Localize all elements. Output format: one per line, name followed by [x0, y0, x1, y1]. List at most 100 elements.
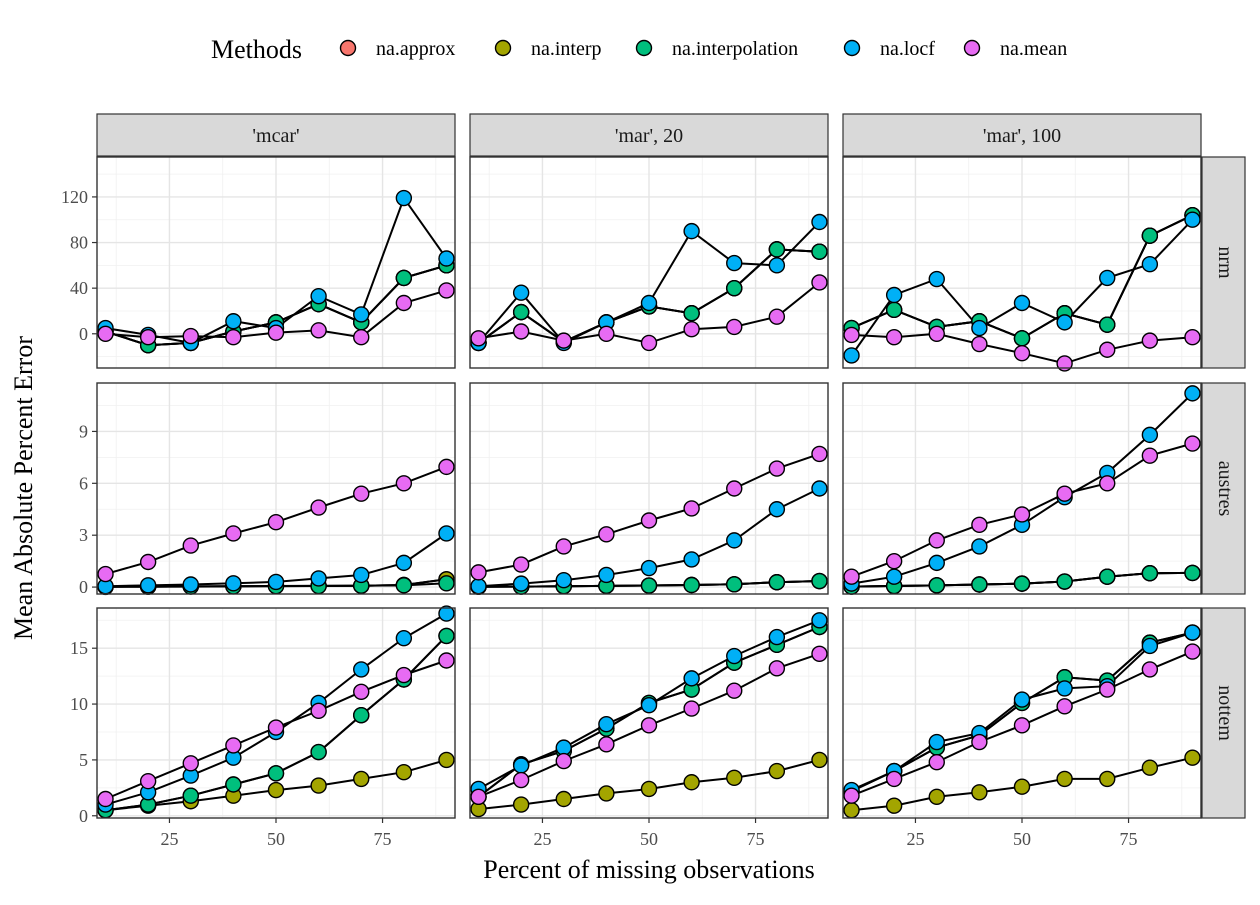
- y-tick-label: 6: [79, 473, 88, 493]
- data-point-na-interp: [640, 780, 658, 798]
- data-point-na-locf: [640, 696, 658, 714]
- strip-col-label: 'mar', 100: [983, 125, 1061, 147]
- data-point-na-mean: [225, 525, 242, 542]
- data-point-na-mean: [310, 499, 327, 516]
- strip-row-austres: [1201, 382, 1246, 595]
- data-point-na-interp: [843, 801, 860, 819]
- data-point-na-locf: [726, 647, 743, 665]
- data-point-na-locf: [512, 284, 530, 301]
- data-point-na-locf: [928, 554, 945, 572]
- data-point-na-mean: [182, 327, 199, 345]
- data-point-na-interpolation: [395, 577, 413, 594]
- data-point-na-interpolation: [1099, 316, 1116, 333]
- data-point-na-locf: [885, 568, 903, 585]
- data-point-na-mean: [1099, 681, 1116, 698]
- data-point-na-mean: [310, 702, 327, 719]
- data-point-na-mean: [811, 274, 828, 291]
- data-point-na-interpolation: [1013, 575, 1031, 592]
- data-point-na-locf: [640, 294, 658, 312]
- data-point-na-mean: [598, 325, 615, 342]
- data-point-na-locf: [971, 538, 988, 555]
- data-point-na-mean: [640, 717, 658, 734]
- legend: Methods na.approx na.interp na.interpolati…: [211, 35, 1067, 64]
- data-point-na-interpolation: [1056, 573, 1073, 590]
- data-point-na-mean: [971, 733, 988, 751]
- data-point-na-mean: [1184, 435, 1201, 452]
- data-point-na-locf: [683, 670, 700, 687]
- data-point-na-interpolation: [1141, 227, 1159, 244]
- x-tick-label: 25: [906, 829, 924, 849]
- data-point-na-mean: [182, 537, 199, 554]
- data-point-na-interpolation: [1099, 568, 1116, 585]
- data-point-na-mean: [1013, 717, 1031, 734]
- data-point-na-interpolation: [640, 577, 658, 594]
- data-point-na-interpolation: [512, 303, 530, 321]
- panel-austres-mcar: 0 3 6 9: [79, 382, 456, 597]
- data-point-na-locf: [1184, 624, 1201, 641]
- data-point-na-locf: [1099, 269, 1116, 287]
- data-point-na-mean: [353, 683, 370, 700]
- data-point-na-mean: [843, 787, 860, 804]
- panel-nottem-mar-100: 25 50 75: [842, 607, 1202, 849]
- y-tick-label: 15: [70, 638, 88, 658]
- data-point-na-locf: [1141, 426, 1159, 444]
- data-point-na-locf: [598, 566, 615, 584]
- panel-austres-mar-100: [842, 382, 1202, 595]
- data-point-na-locf: [1184, 211, 1201, 228]
- data-point-na-mean: [598, 736, 615, 753]
- strip-col-1: [469, 113, 829, 157]
- data-point-na-interpolation: [225, 776, 242, 793]
- data-point-na-interp: [598, 785, 615, 802]
- y-tick-label: 9: [79, 421, 88, 441]
- data-point-na-locf: [768, 257, 786, 274]
- data-point-na-mean: [598, 526, 615, 543]
- data-point-na-mean: [1056, 355, 1073, 372]
- data-point-na-locf: [683, 222, 700, 240]
- data-point-na-mean: [971, 516, 988, 534]
- data-point-na-locf: [512, 757, 530, 774]
- y-tick-label: 0: [79, 806, 88, 826]
- data-point-na-locf: [1141, 256, 1159, 273]
- legend-key-na-interpolation: [635, 39, 653, 57]
- data-point-na-interp: [310, 777, 327, 794]
- data-point-na-interpolation: [310, 743, 327, 761]
- data-point-na-mean: [267, 324, 285, 341]
- data-point-na-interp: [1056, 770, 1073, 788]
- data-point-na-locf: [768, 501, 786, 518]
- data-point-na-mean: [1013, 344, 1031, 362]
- y-axis-title: Mean Absolute Percent Error: [9, 336, 38, 640]
- data-point-na-mean: [470, 330, 487, 347]
- data-point-na-mean: [928, 325, 945, 342]
- x-tick-label: 75: [1120, 829, 1138, 849]
- strip-col-label: 'mcar': [252, 125, 299, 147]
- x-tick-label: 50: [267, 829, 285, 849]
- legend-title: Methods: [211, 35, 302, 64]
- data-point-na-mean: [683, 500, 700, 517]
- data-point-na-mean: [395, 294, 413, 312]
- data-point-na-mean: [1184, 643, 1201, 660]
- data-point-na-mean: [555, 332, 572, 349]
- strip-row-label: austres: [1214, 461, 1236, 517]
- y-tick-label: 40: [70, 278, 88, 298]
- panel-nrm-mar-20: [469, 156, 829, 369]
- data-point-na-interp: [438, 751, 455, 769]
- data-point-na-mean: [683, 700, 700, 717]
- data-point-na-mean: [1056, 485, 1073, 502]
- data-point-na-interp: [768, 762, 786, 780]
- data-point-na-mean: [512, 771, 530, 789]
- data-point-na-interpolation: [811, 243, 828, 260]
- data-point-na-locf: [598, 715, 615, 733]
- data-point-na-locf: [1141, 637, 1159, 655]
- data-point-na-mean: [640, 512, 658, 529]
- panel-border: [842, 156, 1202, 369]
- data-point-na-locf: [928, 270, 945, 288]
- legend-key-na-interp: [494, 39, 512, 57]
- data-point-na-mean: [726, 318, 743, 336]
- data-point-na-locf: [811, 480, 828, 497]
- data-point-na-interpolation: [1013, 330, 1031, 347]
- x-axis-title: Percent of missing observations: [483, 855, 814, 884]
- data-point-na-mean: [555, 538, 572, 555]
- data-point-na-locf: [353, 661, 370, 678]
- panel-austres-mar-20: [469, 382, 829, 595]
